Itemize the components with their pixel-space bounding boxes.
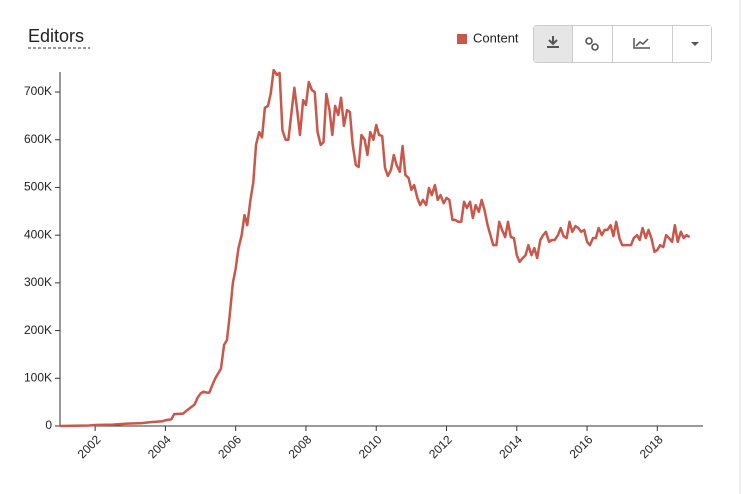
y-tick-label: 100K	[24, 370, 52, 384]
y-tick-label: 600K	[24, 132, 52, 146]
button-bg	[673, 26, 711, 62]
y-tick-label: 300K	[24, 275, 52, 289]
legend-label: Content	[473, 30, 519, 45]
dropdown-button[interactable]	[673, 26, 711, 62]
y-tick-label: 0	[45, 418, 52, 432]
x-tick-label: 2014	[496, 432, 525, 461]
link-icon	[585, 37, 593, 45]
y-tick-label: 700K	[24, 84, 52, 98]
y-tick-label: 500K	[24, 180, 52, 194]
chart-icon	[633, 38, 650, 49]
chart-type-button[interactable]	[613, 26, 672, 62]
x-tick-label: 2012	[426, 432, 455, 461]
download-button[interactable]	[534, 26, 572, 62]
line	[59, 68, 691, 428]
x-tick-label: 2002	[75, 432, 104, 461]
x-tick-label: 2010	[356, 432, 385, 461]
y-tick-label: 400K	[24, 227, 52, 241]
x-tick-label: 2008	[286, 432, 315, 461]
x-tick-label: 2004	[145, 432, 174, 461]
link-button[interactable]	[573, 26, 612, 62]
download-icon	[547, 36, 559, 48]
link-icon	[591, 43, 599, 51]
x-tick-label: 2016	[567, 432, 596, 461]
button-bg	[573, 26, 612, 62]
y-tick-label: 200K	[24, 323, 52, 337]
chart-title: Editors	[28, 26, 84, 46]
x-tick-label: 2006	[215, 432, 244, 461]
caret-icon	[691, 42, 699, 46]
legend-swatch	[457, 34, 467, 44]
x-tick-label: 2018	[637, 432, 666, 461]
toolbar	[533, 25, 712, 63]
